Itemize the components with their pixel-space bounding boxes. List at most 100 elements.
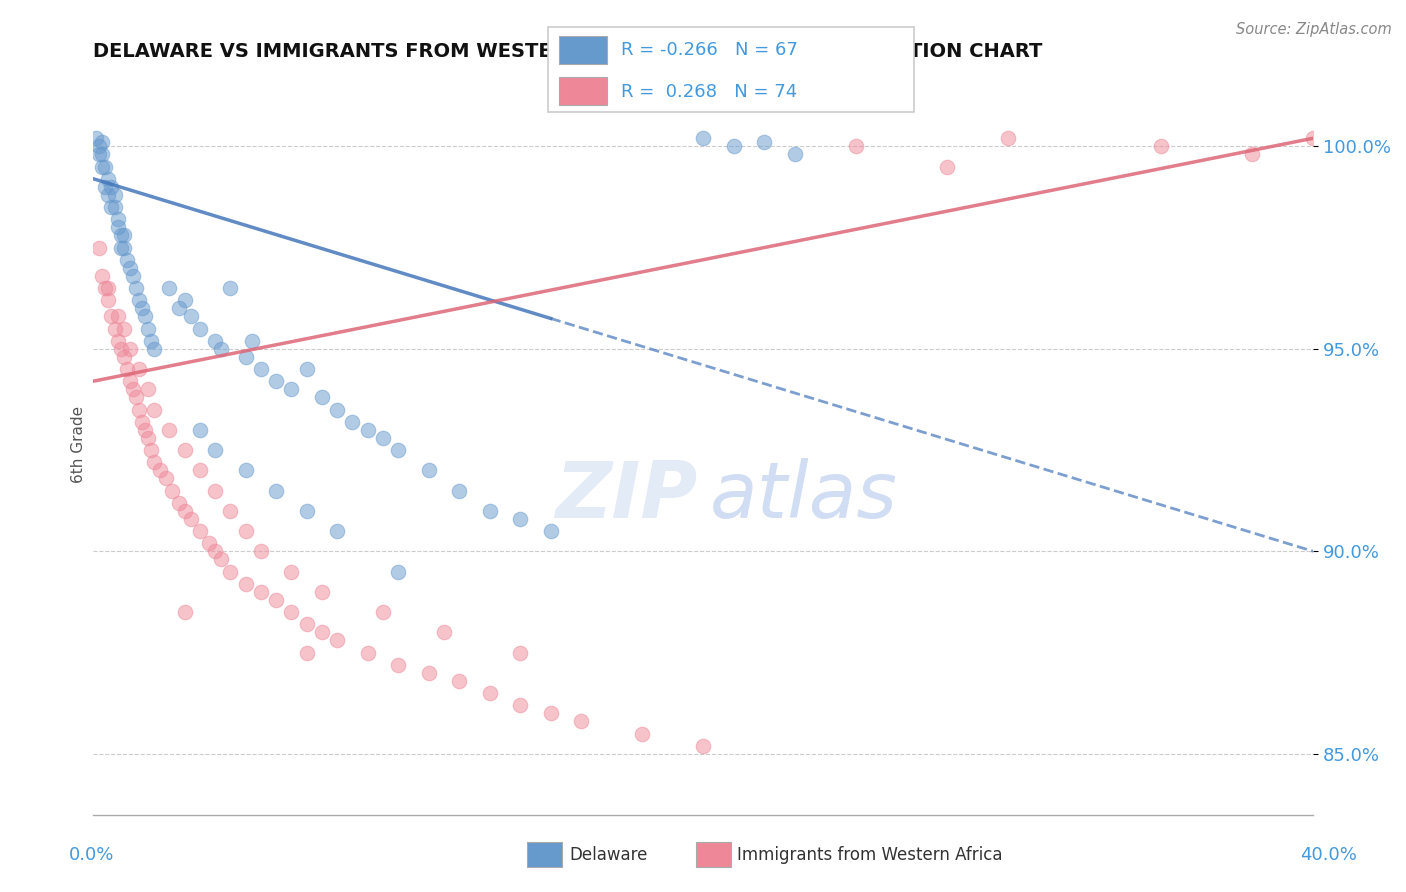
- Point: [219, 565, 242, 579]
- Point: [509, 512, 531, 526]
- Point: [371, 605, 394, 619]
- Point: [167, 496, 190, 510]
- Point: [173, 293, 195, 308]
- Point: [103, 321, 125, 335]
- Point: [125, 391, 148, 405]
- Point: [845, 139, 868, 153]
- Point: [264, 483, 287, 498]
- Point: [139, 443, 162, 458]
- Point: [264, 374, 287, 388]
- Point: [107, 334, 129, 348]
- Point: [387, 657, 409, 672]
- Point: [91, 268, 114, 283]
- Point: [118, 374, 141, 388]
- Point: [387, 565, 409, 579]
- Point: [173, 605, 195, 619]
- Point: [569, 714, 592, 729]
- Point: [311, 625, 333, 640]
- Point: [94, 160, 117, 174]
- Point: [134, 423, 156, 437]
- Text: 40.0%: 40.0%: [1301, 846, 1357, 863]
- Point: [692, 131, 714, 145]
- Point: [1302, 131, 1324, 145]
- Point: [692, 739, 714, 753]
- Point: [131, 415, 153, 429]
- Point: [91, 147, 114, 161]
- Point: [131, 301, 153, 316]
- Point: [128, 402, 150, 417]
- Point: [235, 576, 257, 591]
- Point: [159, 281, 181, 295]
- FancyBboxPatch shape: [560, 77, 607, 104]
- Point: [433, 625, 456, 640]
- Point: [188, 463, 211, 477]
- Point: [118, 260, 141, 275]
- Point: [250, 362, 273, 376]
- Point: [121, 268, 143, 283]
- FancyBboxPatch shape: [548, 27, 914, 112]
- Point: [997, 131, 1019, 145]
- Point: [188, 423, 211, 437]
- Point: [167, 301, 190, 316]
- Point: [342, 415, 364, 429]
- Point: [357, 646, 380, 660]
- Text: Delaware: Delaware: [569, 846, 648, 863]
- Point: [143, 402, 166, 417]
- Point: [371, 431, 394, 445]
- Point: [110, 241, 132, 255]
- Point: [110, 228, 132, 243]
- Point: [103, 188, 125, 202]
- Point: [125, 281, 148, 295]
- Point: [204, 544, 226, 558]
- Point: [280, 382, 302, 396]
- Point: [89, 147, 111, 161]
- Text: R = -0.266   N = 67: R = -0.266 N = 67: [621, 41, 799, 59]
- Point: [311, 391, 333, 405]
- Point: [209, 342, 232, 356]
- Point: [326, 524, 349, 538]
- Point: [449, 673, 471, 688]
- Point: [478, 686, 501, 700]
- Point: [250, 544, 273, 558]
- Text: 0.0%: 0.0%: [69, 846, 114, 863]
- Point: [112, 241, 135, 255]
- Text: R =  0.268   N = 74: R = 0.268 N = 74: [621, 84, 797, 102]
- Point: [139, 334, 162, 348]
- Point: [449, 483, 471, 498]
- Point: [100, 310, 122, 324]
- Point: [91, 136, 114, 150]
- Point: [280, 565, 302, 579]
- Point: [311, 584, 333, 599]
- Point: [84, 131, 107, 145]
- Point: [112, 321, 135, 335]
- Point: [209, 552, 232, 566]
- Point: [159, 423, 181, 437]
- Point: [219, 281, 242, 295]
- Point: [134, 310, 156, 324]
- Text: Source: ZipAtlas.com: Source: ZipAtlas.com: [1236, 22, 1392, 37]
- Point: [143, 455, 166, 469]
- Point: [280, 605, 302, 619]
- Point: [115, 252, 138, 267]
- Point: [110, 342, 132, 356]
- Text: DELAWARE VS IMMIGRANTS FROM WESTERN AFRICA 6TH GRADE CORRELATION CHART: DELAWARE VS IMMIGRANTS FROM WESTERN AFRI…: [93, 42, 1043, 61]
- FancyBboxPatch shape: [560, 36, 607, 64]
- Point: [100, 179, 122, 194]
- Point: [180, 310, 202, 324]
- Point: [103, 200, 125, 214]
- Point: [204, 334, 226, 348]
- Point: [149, 463, 172, 477]
- Point: [100, 200, 122, 214]
- Point: [326, 402, 349, 417]
- Point: [128, 293, 150, 308]
- Point: [418, 665, 440, 680]
- Point: [1241, 147, 1264, 161]
- Point: [326, 633, 349, 648]
- Point: [107, 212, 129, 227]
- Point: [136, 431, 159, 445]
- Point: [204, 443, 226, 458]
- Point: [112, 228, 135, 243]
- Point: [754, 136, 776, 150]
- Point: [121, 382, 143, 396]
- Point: [1150, 139, 1173, 153]
